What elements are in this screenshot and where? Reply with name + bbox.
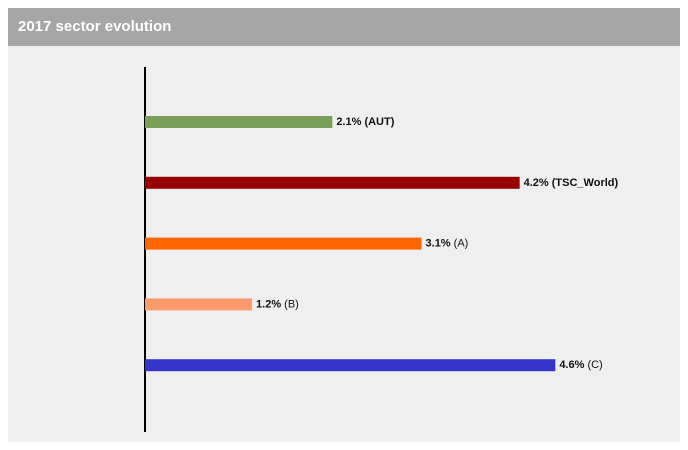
bar-label: 2.1% (AUT) <box>336 116 394 128</box>
bar <box>145 237 422 250</box>
value-label: 1.2% <box>256 298 281 310</box>
value-label: 4.6% <box>559 359 584 371</box>
chart-title: 2017 sector evolution <box>18 18 171 35</box>
value-label: 3.1% <box>426 238 451 250</box>
category-label: (C) <box>587 359 602 371</box>
bar-label: 1.2% (B) <box>256 298 299 310</box>
category-label: (B) <box>284 298 299 310</box>
header-band <box>8 8 680 46</box>
category-label: (A) <box>454 238 469 250</box>
value-label: 2.1% <box>336 116 361 128</box>
category-label: (TSC_World) <box>552 177 619 189</box>
bar <box>145 359 556 372</box>
bar <box>145 298 253 311</box>
bar <box>145 176 520 189</box>
bar-label: 4.2% (TSC_World) <box>524 177 619 189</box>
category-label: (AUT) <box>364 116 394 128</box>
bar <box>145 116 333 128</box>
value-label: 4.2% <box>524 177 549 189</box>
bar-label: 3.1% (A) <box>426 238 469 250</box>
bar-label: 4.6% (C) <box>559 359 602 371</box>
